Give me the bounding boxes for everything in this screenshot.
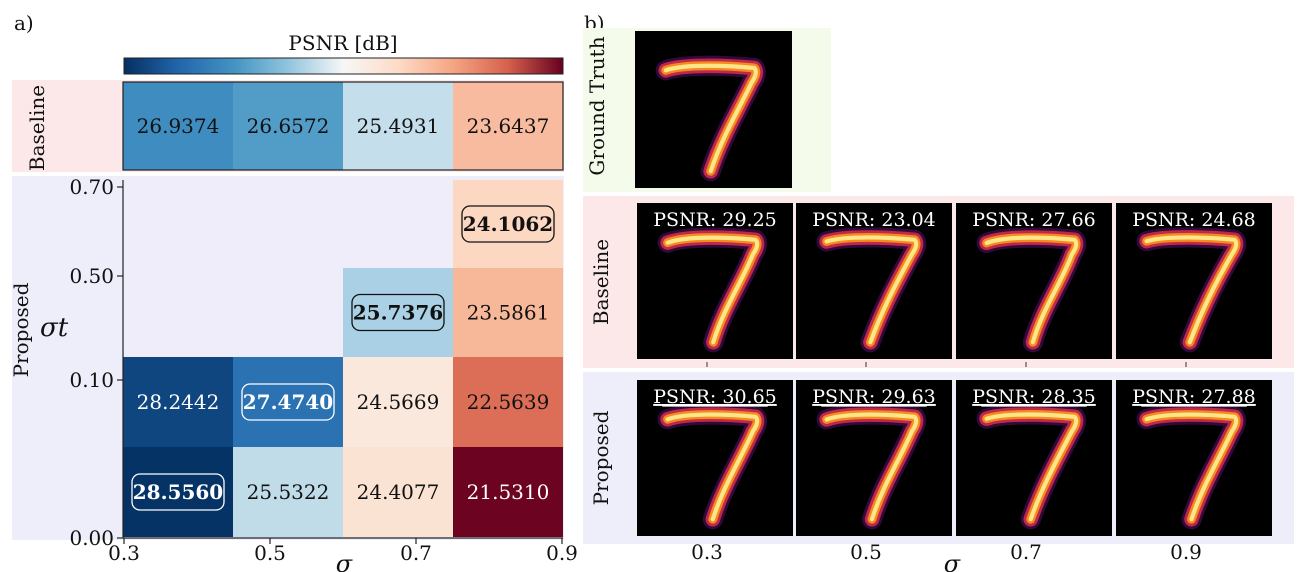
best-value-box: [461, 205, 555, 243]
heatmap-cell-proposed-3-3: [453, 447, 563, 537]
x-tick-label: 0.9: [546, 541, 578, 565]
heatmap-cell-proposed-1-0: [123, 268, 233, 357]
heatmap-cell-proposed-0-2: [343, 180, 453, 268]
image-x-tick-label: 0.5: [850, 540, 882, 564]
heatmap-value-label: 22.5639: [467, 390, 550, 414]
colorbar: [123, 57, 564, 75]
baseline-psnr-label: PSNR: 27.66: [972, 209, 1096, 231]
heatmap-value-label: 24.4077: [357, 480, 440, 504]
heatmap: 26.9374 26.6572 25.4931 23.6437 24.1062 25.73…: [122, 81, 564, 537]
baseline-psnr-label: PSNR: 29.25: [653, 209, 777, 231]
heatmap-cell-proposed-2-1: [233, 357, 343, 447]
heatmap-cell-proposed-3-0: [123, 447, 233, 537]
image-x-tick-label: 0.9: [1170, 540, 1202, 564]
proposed-psnr-label: PSNR: 30.65: [653, 386, 777, 408]
heatmap-cell-proposed-1-3: [453, 268, 563, 357]
heatmap-cell-proposed-3-1: [233, 447, 343, 537]
x-axis-label: σ: [336, 550, 353, 572]
heatmap-cell-baseline-1: [233, 82, 343, 170]
heatmap-value-label: 25.7376: [353, 301, 443, 325]
heatmap-cell-proposed-2-2: [343, 357, 453, 447]
heatmap-cell-proposed-0-1: [233, 180, 343, 268]
baseline-image: [956, 203, 1112, 359]
y-tick-label: 0.10: [69, 368, 114, 392]
heatmap-value-label: 23.6437: [467, 114, 550, 138]
ground-truth-image: [635, 31, 792, 188]
heatmap-cell-proposed-1-2: [343, 268, 453, 357]
reconstruction-images: PSNR: 29.25 PSNR: 23.04 PSNR: 27.66 PSNR: 2…: [635, 31, 1272, 536]
best-value-box: [351, 293, 445, 332]
image-x-tick-label: 0.3: [691, 540, 723, 564]
heatmap-axes: 0.70 0.50 0.10 0.000.3 0.5 0.7 0.9: [69, 175, 577, 565]
heatmap-value-label: 25.5322: [247, 480, 330, 504]
images-axis: 0.3 0.5 0.7 0.9: [691, 362, 1202, 564]
heatmap-cell-proposed-0-3: [453, 180, 563, 268]
baseline-image: [1116, 203, 1272, 359]
heatmap-value-label: 28.2442: [137, 390, 220, 414]
heatmap-cell-baseline-3: [453, 82, 563, 170]
proposed-psnr-label: PSNR: 29.63: [812, 386, 936, 408]
images-x-axis-label: σ: [944, 550, 961, 572]
heatmap-cell-proposed-0-0: [123, 180, 233, 268]
heatmap-value-label: 23.5861: [467, 301, 550, 325]
proposed-images-label: Proposed: [589, 410, 613, 505]
heatmap-value-label: 21.5310: [467, 480, 550, 504]
heatmap-value-label: 27.4740: [243, 390, 333, 414]
baseline-image: [796, 203, 952, 359]
heatmap-cell-proposed-2-0: [123, 357, 233, 447]
heatmap-cell-proposed-3-2: [343, 447, 453, 537]
proposed-psnr-label: PSNR: 28.35: [972, 386, 1096, 408]
heatmap-value-label: 28.5560: [133, 480, 223, 504]
baseline-row-label: Baseline: [25, 85, 49, 171]
heatmap-value-label: 24.1062: [463, 212, 553, 236]
baseline-psnr-label: PSNR: 24.68: [1132, 209, 1256, 231]
heatmap-value-label: 25.4931: [357, 114, 440, 138]
heatmap-value-label: 26.6572: [247, 114, 330, 138]
proposed-psnr-label: PSNR: 27.88: [1132, 386, 1256, 408]
baseline-image: [637, 203, 793, 359]
x-tick-label: 0.3: [108, 541, 140, 565]
heatmap-cell-baseline-2: [343, 82, 453, 170]
heatmap-cell-proposed-2-3: [453, 357, 563, 447]
best-value-box: [131, 473, 225, 511]
colorbar-title: PSNR [dB]: [288, 31, 397, 55]
baseline-images-label: Baseline: [589, 239, 613, 325]
y-axis-label: σt: [40, 313, 69, 343]
baseline-row-frame: [122, 81, 564, 171]
ground-truth-label: Ground Truth: [585, 36, 609, 175]
heatmap-value-label: 24.5669: [357, 390, 440, 414]
x-tick-label: 0.7: [400, 541, 432, 565]
proposed-row-label: Proposed: [9, 282, 33, 377]
best-value-box: [241, 383, 335, 421]
baseline-psnr-label: PSNR: 23.04: [812, 209, 936, 231]
panel-a-label: a): [14, 11, 34, 35]
heatmap-cell-proposed-1-1: [233, 268, 343, 357]
y-tick-label: 0.50: [69, 264, 114, 288]
y-tick-label: 0.00: [69, 526, 114, 550]
heatmap-value-label: 26.9374: [137, 114, 220, 138]
x-tick-label: 0.5: [254, 541, 286, 565]
heatmap-cell-baseline-0: [123, 82, 233, 170]
image-x-tick-label: 0.7: [1010, 540, 1042, 564]
y-tick-label: 0.70: [69, 175, 114, 199]
